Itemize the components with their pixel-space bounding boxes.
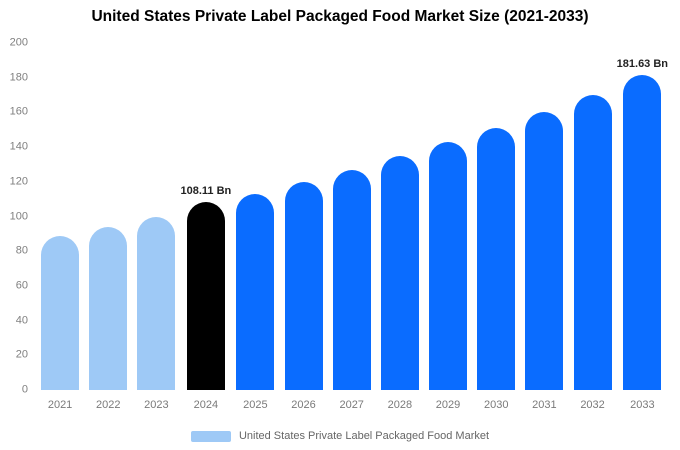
bar-column: 2026 (279, 43, 327, 411)
x-tick-label: 2032 (580, 399, 605, 411)
x-tick-label: 2027 (339, 399, 364, 411)
y-tick-label: 80 (15, 244, 28, 257)
y-tick-label: 140 (9, 140, 28, 153)
bar-2030[interactable] (477, 128, 516, 390)
bar-2032[interactable] (573, 95, 612, 390)
chart-title: United States Private Label Packaged Foo… (91, 8, 589, 25)
bar-column: 2030 (472, 43, 520, 411)
bar-value-label: 108.11 Bn (180, 185, 232, 198)
x-tick-label: 2025 (243, 399, 268, 411)
bar-column: 2027 (328, 43, 376, 411)
x-tick-label: 2031 (532, 399, 557, 411)
bar-2023[interactable] (137, 216, 176, 390)
legend-swatch (190, 430, 231, 442)
y-tick-label: 60 (15, 279, 28, 292)
y-tick-label: 120 (9, 175, 28, 188)
y-axis: 0 20 40 60 80 100 120 140 160 180 200 (0, 37, 30, 395)
bar-column: 2021 (36, 43, 84, 411)
bar-2022[interactable] (89, 226, 128, 390)
y-tick-label: 40 (15, 314, 28, 327)
y-tick-label: 100 (9, 210, 28, 222)
x-tick-label: 2026 (291, 399, 316, 411)
bar-column: 2032 (568, 43, 616, 411)
x-tick-label: 2033 (630, 399, 655, 411)
y-tick-label: 20 (15, 348, 28, 361)
x-tick-label: 2024 (193, 399, 219, 411)
x-tick-label: 2021 (47, 399, 73, 411)
y-tick-label: 160 (9, 105, 28, 118)
legend-label: United States Private Label Packaged Foo… (238, 430, 490, 442)
bar-2027[interactable] (332, 169, 371, 390)
bar-value-label: 181.63 Bn (616, 57, 669, 70)
bar-column: 2022 (84, 43, 132, 411)
bar-2029[interactable] (429, 141, 468, 390)
bar-2026[interactable] (284, 181, 323, 390)
x-tick-label: 2028 (387, 399, 413, 411)
bar-column: 2029 (424, 43, 472, 411)
bar-2033[interactable] (623, 74, 662, 390)
y-tick-label: 0 (21, 383, 28, 396)
x-tick-label: 2023 (144, 399, 169, 411)
bar-column: 2025 (231, 43, 279, 411)
bar-column: 2031 (520, 43, 568, 411)
bar-2031[interactable] (525, 112, 564, 390)
bar-column: 108.11 Bn 2024 (180, 43, 232, 411)
bar-column: 2023 (132, 43, 180, 411)
y-tick-label: 200 (9, 36, 28, 49)
bar-column: 2028 (376, 43, 424, 411)
bar-2021[interactable] (41, 235, 80, 390)
bar-2024[interactable] (186, 202, 225, 390)
bar-2028[interactable] (380, 155, 419, 390)
x-tick-label: 2022 (96, 399, 121, 411)
x-tick-label: 2030 (483, 399, 509, 411)
legend[interactable]: United States Private Label Packaged Foo… (0, 430, 680, 442)
x-tick-label: 2029 (435, 399, 461, 411)
y-tick-label: 180 (9, 71, 28, 84)
bar-2025[interactable] (236, 193, 275, 390)
plot-area: 2021 2022 2023 108.11 Bn 2024 2025 2026 2027 202… (36, 43, 669, 411)
bar-column: 181.63 Bn 2033 (616, 43, 669, 411)
